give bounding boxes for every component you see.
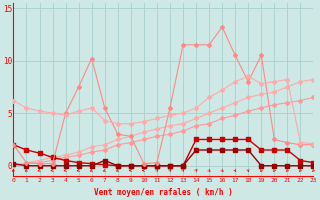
X-axis label: Vent moyen/en rafales ( km/h ): Vent moyen/en rafales ( km/h ) <box>94 188 233 197</box>
